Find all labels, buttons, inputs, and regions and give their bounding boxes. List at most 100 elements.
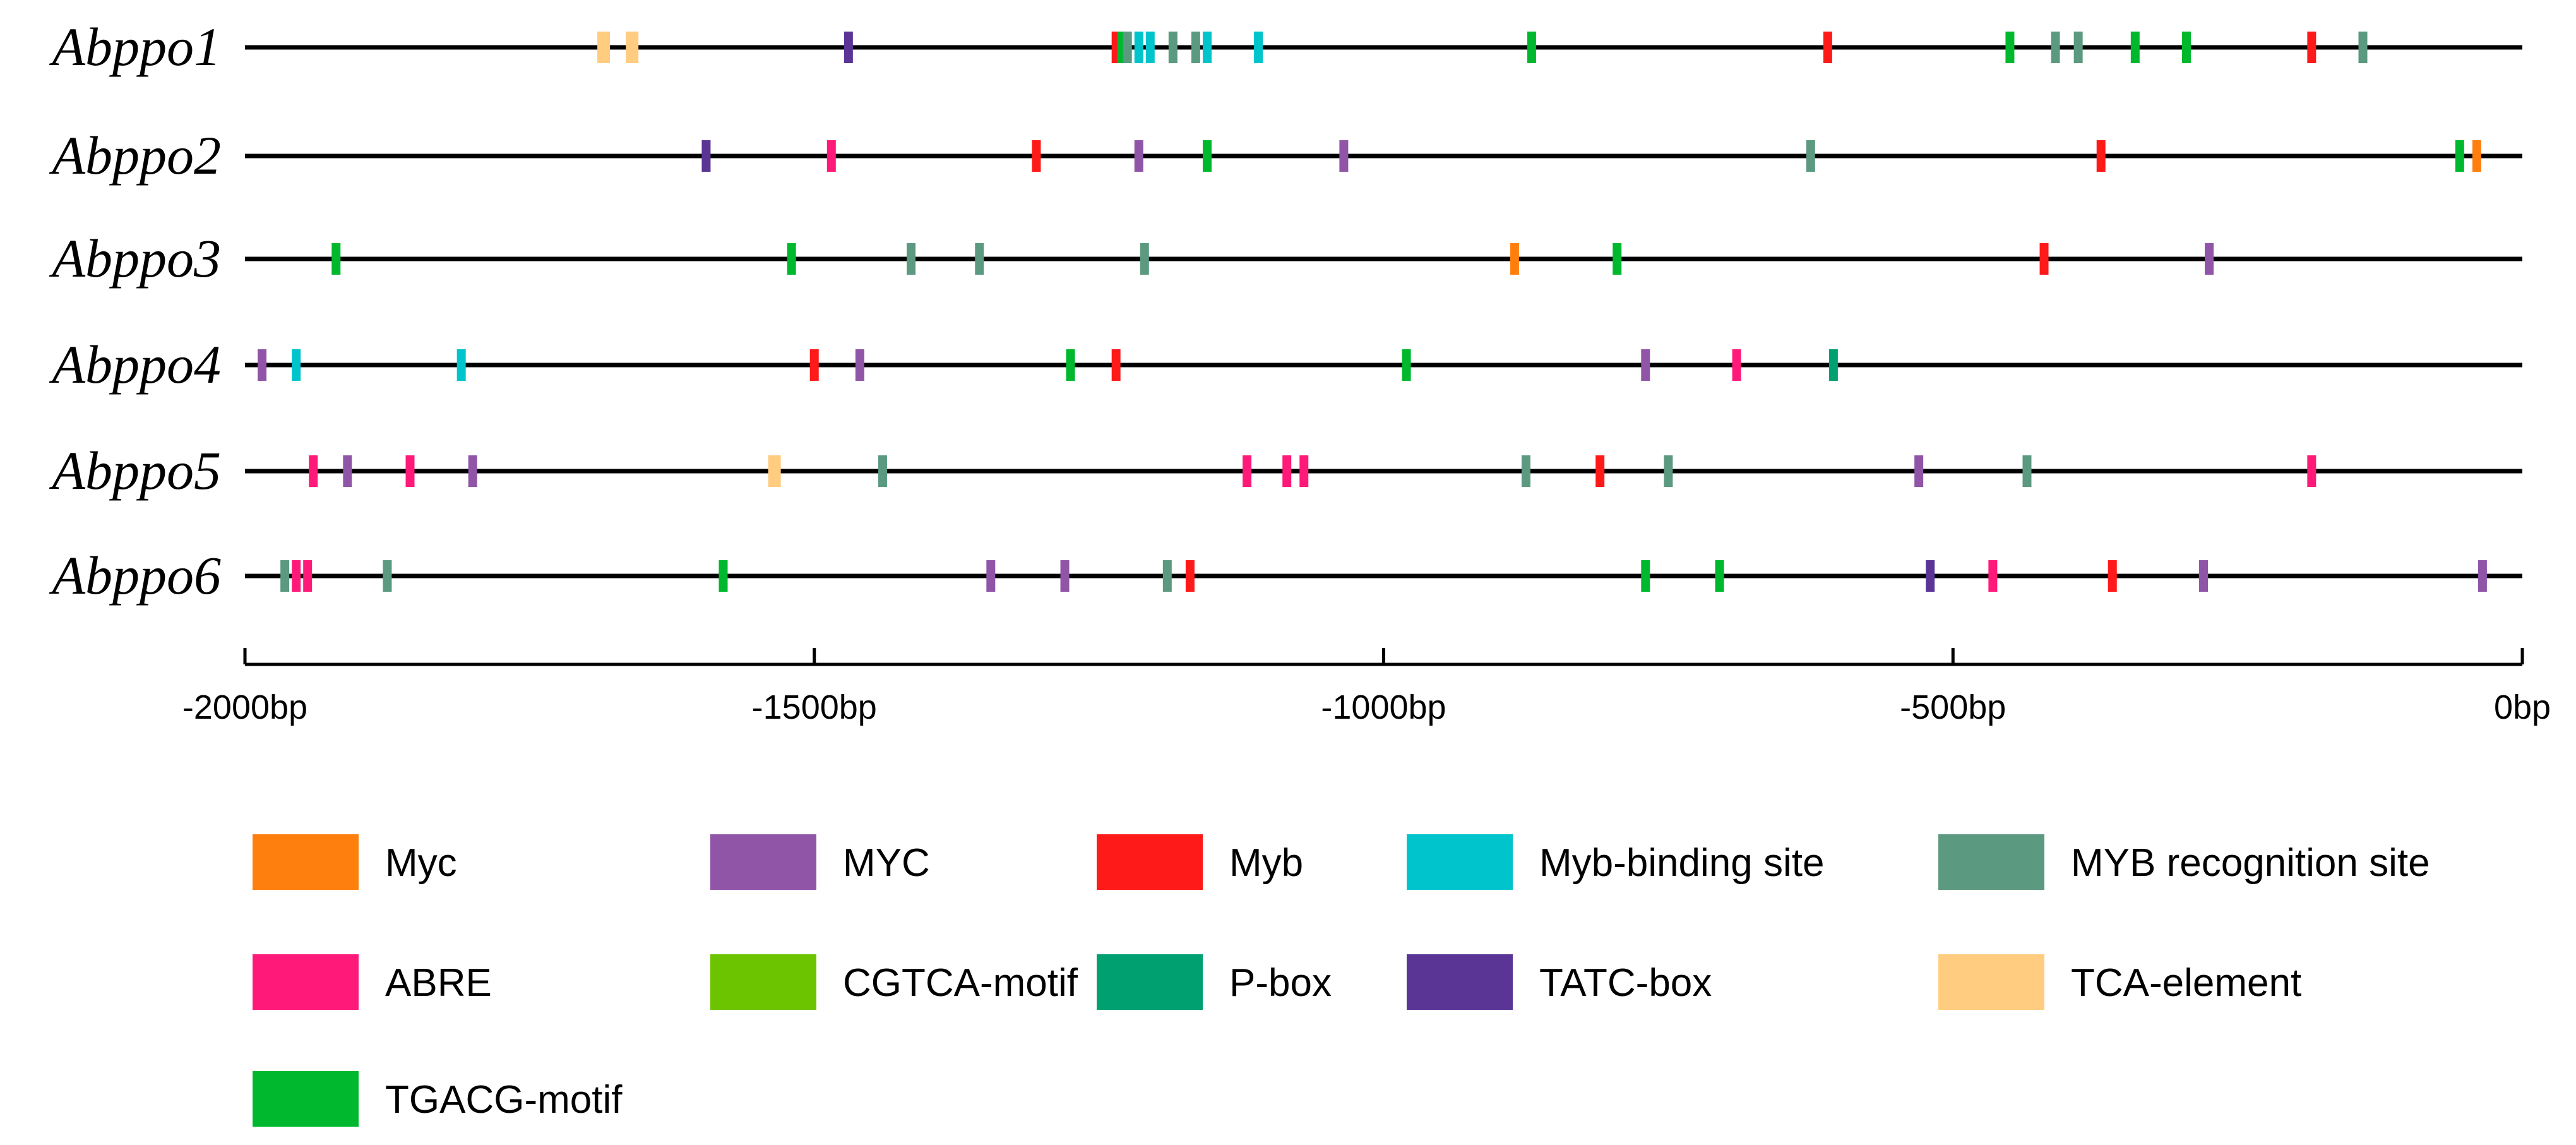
element-mark-tgacg bbox=[2181, 32, 2191, 63]
element-mark-myb-recog bbox=[2358, 32, 2368, 63]
element-mark-myb-recog bbox=[907, 243, 916, 275]
element-mark-myc bbox=[343, 455, 352, 487]
element-mark-myb-recog bbox=[1123, 32, 1132, 63]
legend-label: TCA-element bbox=[2071, 961, 2301, 1005]
element-mark-myb bbox=[2096, 140, 2106, 172]
element-mark-abre bbox=[292, 560, 301, 592]
legend-item-p-box: P-box bbox=[1097, 954, 1332, 1010]
element-mark-tatc bbox=[701, 140, 711, 172]
element-mark-tgacg bbox=[719, 560, 728, 592]
legend-label: Myb bbox=[1229, 841, 1303, 885]
element-mark-myb-binding bbox=[1254, 32, 1263, 63]
element-mark-abre bbox=[1243, 455, 1252, 487]
element-mark-tgacg bbox=[1402, 349, 1411, 381]
legend-swatch bbox=[710, 834, 816, 890]
element-mark-abre bbox=[1299, 455, 1309, 487]
element-mark-tgacg bbox=[1202, 140, 1212, 172]
element-mark-myb-recog bbox=[1162, 560, 1172, 592]
element-mark-myc bbox=[2205, 243, 2214, 275]
element-mark-p-box bbox=[1828, 349, 1838, 381]
x-axis: -2000bp -1500bp -1000bp -500bp 0bp bbox=[182, 648, 2551, 726]
legend-swatch bbox=[1407, 834, 1513, 890]
element-mark-abre bbox=[405, 455, 415, 487]
legend-item-tatc: TATC-box bbox=[1407, 954, 1712, 1010]
legend-item-myb-recog: MYB recognition site bbox=[1938, 834, 2430, 890]
legend-label: MYC bbox=[843, 841, 930, 885]
legend-label: TATC-box bbox=[1539, 961, 1712, 1005]
gene-label: Abppo5 bbox=[49, 440, 221, 501]
element-mark-myb-recog bbox=[1664, 455, 1673, 487]
legend-label: Myb-binding site bbox=[1539, 841, 1824, 885]
element-mark-abre bbox=[309, 455, 318, 487]
gene-row-abppo6: Abppo6 bbox=[49, 545, 2522, 606]
x-tick-label: 0bp bbox=[2494, 688, 2551, 726]
legend-swatch bbox=[1097, 954, 1203, 1010]
element-mark-myb-recog bbox=[878, 455, 887, 487]
element-mark-myb bbox=[809, 349, 819, 381]
element-mark-tatc bbox=[1926, 560, 1935, 592]
gene-row-abppo4: Abppo4 bbox=[49, 334, 2522, 395]
element-mark-tgacg bbox=[1613, 243, 1622, 275]
element-mark-myb-recog bbox=[1806, 140, 1815, 172]
legend-label: Myc bbox=[385, 841, 457, 885]
element-mark-abre bbox=[826, 140, 836, 172]
legend-label: ABRE bbox=[385, 961, 492, 1005]
element-mark-myc bbox=[855, 349, 864, 381]
element-mark-myc bbox=[1134, 140, 1143, 172]
element-mark-myb-binding bbox=[292, 349, 301, 381]
element-mark-myb-recog bbox=[383, 560, 392, 592]
element-mark-myc bbox=[258, 349, 267, 381]
element-mark-tca bbox=[626, 32, 639, 63]
legend-swatch bbox=[253, 954, 359, 1010]
element-mark-tgacg bbox=[331, 243, 341, 275]
element-mark-myc bbox=[1510, 243, 1519, 275]
legend-item-tgacg: TGACG-motif bbox=[253, 1071, 623, 1127]
gene-row-abppo3: Abppo3 bbox=[49, 228, 2522, 289]
element-mark-myc bbox=[2478, 560, 2487, 592]
element-mark-tgacg bbox=[1527, 32, 1536, 63]
legend-swatch bbox=[1938, 834, 2044, 890]
x-tick-label: -2000bp bbox=[182, 688, 307, 726]
legend-swatch bbox=[1097, 834, 1203, 890]
element-mark-myb-recog bbox=[975, 243, 984, 275]
element-mark-myc bbox=[2199, 560, 2209, 592]
element-mark-myc bbox=[2472, 140, 2481, 172]
element-mark-myb-binding bbox=[1134, 32, 1143, 63]
element-mark-abre bbox=[1988, 560, 1998, 592]
element-mark-myb bbox=[1595, 455, 1605, 487]
element-mark-tgacg bbox=[1715, 560, 1724, 592]
element-mark-myb-recog bbox=[1140, 243, 1149, 275]
element-mark-myc bbox=[1641, 349, 1650, 381]
element-mark-abre bbox=[1732, 349, 1741, 381]
element-mark-tca bbox=[597, 32, 611, 63]
element-mark-myc bbox=[986, 560, 996, 592]
x-tick-label: -500bp bbox=[1900, 688, 2006, 726]
legend-item-myb: Myb bbox=[1097, 834, 1303, 890]
element-mark-myb bbox=[1111, 349, 1121, 381]
element-mark-myb-binding bbox=[1145, 32, 1155, 63]
gene-label: Abppo1 bbox=[49, 16, 221, 77]
legend-swatch bbox=[253, 1071, 359, 1127]
gene-label: Abppo6 bbox=[49, 545, 221, 606]
element-mark-myb-recog bbox=[2022, 455, 2032, 487]
legend-swatch bbox=[253, 834, 359, 890]
element-mark-myb-recog bbox=[1191, 32, 1200, 63]
legend-item-myc: MYC bbox=[710, 834, 930, 890]
gene-row-abppo2: Abppo2 bbox=[49, 125, 2522, 186]
element-mark-myb-recog bbox=[2073, 32, 2083, 63]
element-mark-abre bbox=[1282, 455, 1292, 487]
gene-row-abppo1: Abppo1 bbox=[49, 16, 2522, 77]
element-mark-tgacg bbox=[2455, 140, 2464, 172]
legend-item-cgtca: CGTCA-motif bbox=[710, 954, 1078, 1010]
gene-tracks: Abppo1 Abppo2 Abppo3 Abppo4 Abppo5 Abppo6 bbox=[49, 16, 2522, 606]
element-mark-myb bbox=[1185, 560, 1195, 592]
element-mark-abre bbox=[303, 560, 313, 592]
element-mark-tgacg bbox=[1641, 560, 1650, 592]
gene-row-abppo5: Abppo5 bbox=[49, 440, 2522, 501]
element-mark-myc bbox=[1914, 455, 1924, 487]
legend-swatch bbox=[1938, 954, 2044, 1010]
element-mark-myb-binding bbox=[456, 349, 466, 381]
element-mark-myb-binding bbox=[1202, 32, 1212, 63]
element-mark-myb bbox=[2108, 560, 2117, 592]
element-mark-tgacg bbox=[2005, 32, 2015, 63]
